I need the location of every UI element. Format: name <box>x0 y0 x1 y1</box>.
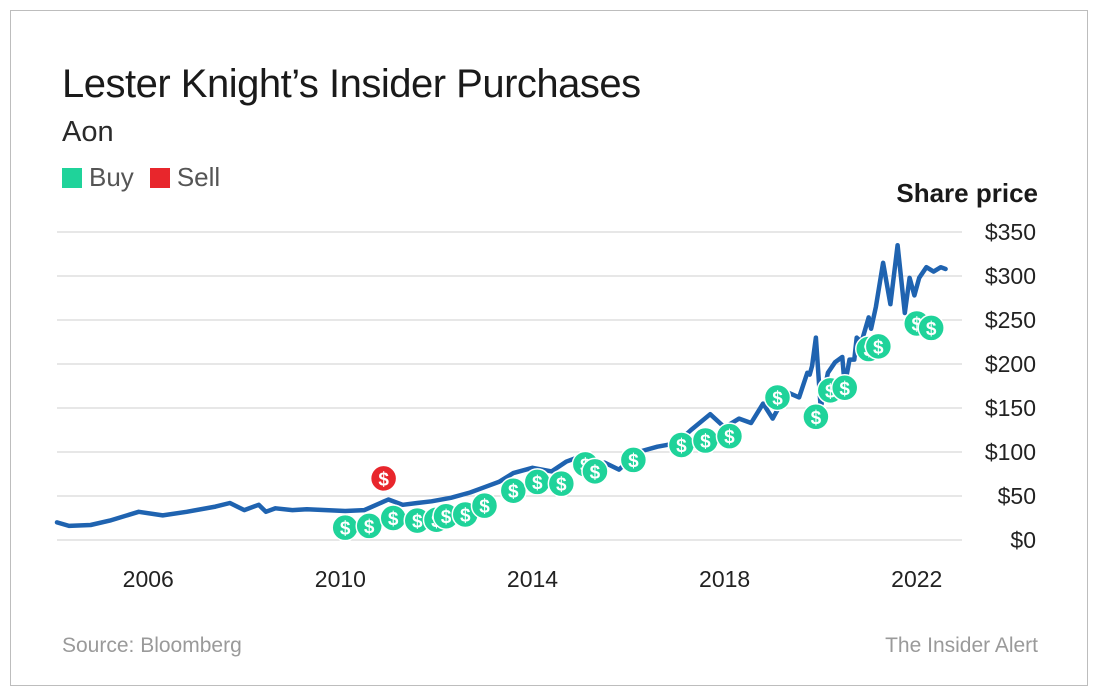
legend-label-sell: Sell <box>176 162 221 192</box>
buy-marker-dollar-icon: $ <box>479 497 490 518</box>
credit-note: The Insider Alert <box>885 634 1038 657</box>
x-tick-label: 2022 <box>891 566 942 592</box>
buy-marker-dollar-icon: $ <box>556 475 567 496</box>
buy-marker-dollar-icon: $ <box>532 473 543 494</box>
buy-marker-dollar-icon: $ <box>590 462 601 483</box>
source-note: Source: Bloomberg <box>62 634 242 657</box>
chart-title: Lester Knight’s Insider Purchases <box>62 62 641 106</box>
share-price-line <box>54 242 948 529</box>
y-tick-label: $150 <box>985 395 1036 421</box>
buy-marker-dollar-icon: $ <box>441 507 452 528</box>
buy-marker-dollar-icon: $ <box>364 517 375 538</box>
buy-marker-dollar-icon: $ <box>772 388 783 409</box>
buy-marker <box>864 332 893 361</box>
buy-marker-dollar-icon: $ <box>724 427 735 448</box>
y-tick-label: $0 <box>1010 527 1036 553</box>
buy-marker <box>499 476 528 505</box>
sell-marker-dollar-icon: $ <box>378 469 389 490</box>
buy-marker-dollar-icon: $ <box>911 315 922 336</box>
buy-marker-dollar-icon: $ <box>340 519 351 540</box>
buy-marker-dollar-icon: $ <box>676 436 687 457</box>
legend-swatch-sell <box>149 167 170 188</box>
buy-marker <box>547 469 576 498</box>
buy-marker-dollar-icon: $ <box>460 505 471 526</box>
legend-item-buy: Buy <box>62 162 134 193</box>
y-tick-label: $300 <box>985 263 1036 289</box>
sell-marker <box>369 464 398 493</box>
buy-marker <box>470 491 499 520</box>
y-tick-label: $350 <box>985 219 1036 245</box>
legend-swatch-buy <box>62 167 82 188</box>
buy-marker-dollar-icon: $ <box>825 381 836 402</box>
buy-marker-dollar-icon: $ <box>508 482 519 503</box>
legend-label-buy: Buy <box>89 162 134 192</box>
legend: Buy Sell <box>62 162 236 193</box>
y-tick-label: $250 <box>985 307 1036 333</box>
buy-marker-dollar-icon: $ <box>811 408 822 429</box>
x-tick-label: 2018 <box>699 566 750 592</box>
buy-marker-dollar-icon: $ <box>873 337 884 358</box>
buy-marker <box>802 403 830 431</box>
buy-marker <box>581 457 609 486</box>
buy-marker <box>830 374 859 402</box>
y-tick-label: $200 <box>985 351 1036 377</box>
y-tick-label: $100 <box>985 439 1036 465</box>
buy-marker-dollar-icon: $ <box>628 451 639 472</box>
buy-marker-dollar-icon: $ <box>388 509 399 530</box>
buy-marker-dollar-icon: $ <box>700 432 711 453</box>
chart-frame <box>10 10 1088 686</box>
y-axis-title: Share price <box>896 178 1038 208</box>
buy-marker <box>619 446 648 474</box>
buy-marker <box>715 422 744 450</box>
x-tick-label: 2006 <box>123 566 174 592</box>
buy-marker-dollar-icon: $ <box>926 319 937 340</box>
x-tick-label: 2010 <box>315 566 366 592</box>
y-tick-label: $50 <box>998 483 1036 509</box>
buy-marker-dollar-icon: $ <box>839 379 850 400</box>
x-tick-label: 2014 <box>507 566 558 592</box>
buy-marker-dollar-icon: $ <box>412 512 423 533</box>
buy-marker <box>917 314 945 342</box>
legend-item-sell: Sell <box>149 162 221 193</box>
buy-marker <box>763 383 792 412</box>
chart-subtitle: Aon <box>62 116 114 148</box>
